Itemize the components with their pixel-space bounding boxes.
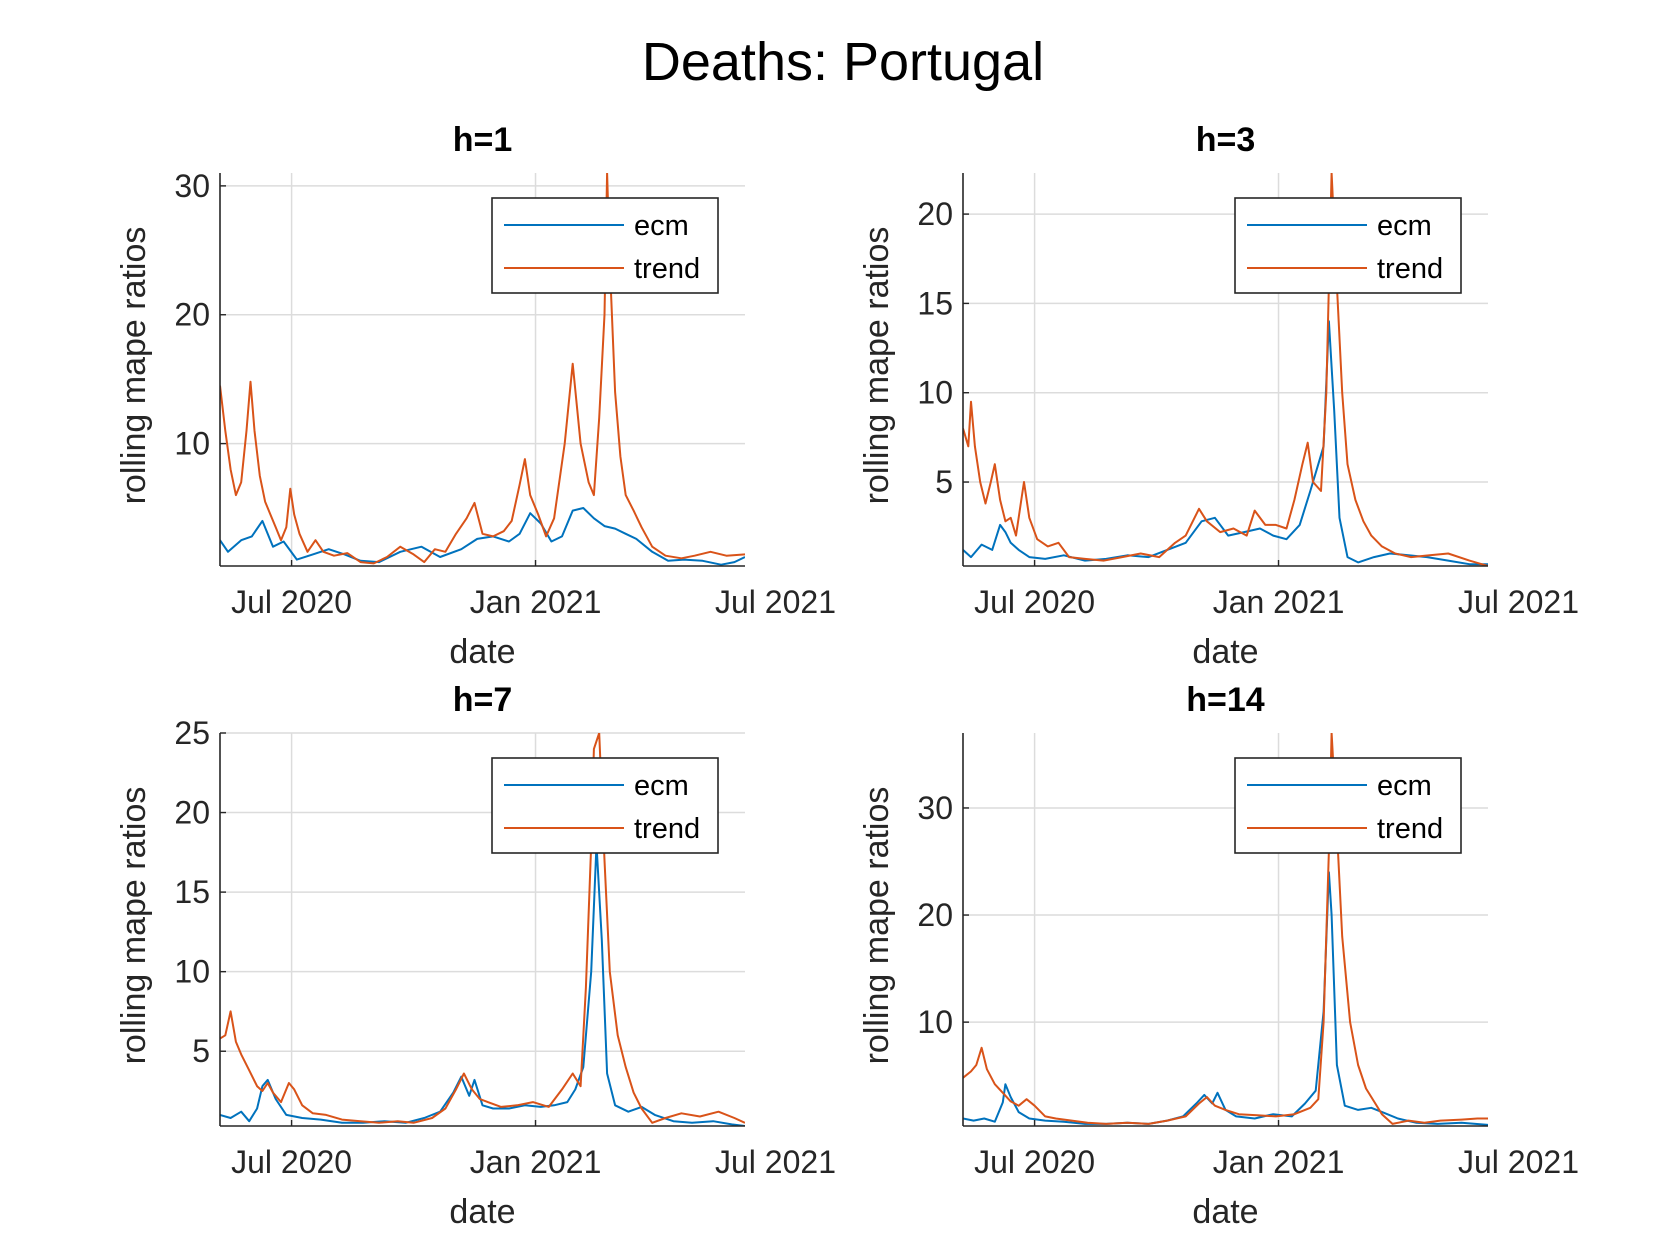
x-tick-label: Jan 2021 bbox=[1213, 584, 1345, 620]
y-tick-label: 5 bbox=[935, 464, 953, 500]
legend-label-trend: trend bbox=[1377, 253, 1443, 285]
series-line-trend bbox=[220, 173, 745, 565]
y-tick-label: 30 bbox=[917, 790, 953, 826]
x-tick-label: Jul 2020 bbox=[231, 1144, 352, 1180]
x-tick-label: Jan 2021 bbox=[470, 1144, 602, 1180]
y-tick-label: 10 bbox=[174, 426, 210, 462]
subplot-title: h=1 bbox=[453, 121, 513, 159]
legend-box bbox=[491, 757, 719, 854]
x-tick-label: Jul 2021 bbox=[715, 584, 836, 620]
x-axis-label: date bbox=[449, 1193, 515, 1231]
series-line-ecm bbox=[220, 507, 745, 566]
legend-box bbox=[1234, 757, 1462, 854]
x-tick-label: Jul 2020 bbox=[974, 584, 1095, 620]
legend-label-trend: trend bbox=[1377, 813, 1443, 845]
legend-label-ecm: ecm bbox=[1377, 770, 1432, 802]
x-tick-label: Jul 2020 bbox=[231, 584, 352, 620]
subplot-3: 5 10 15 20 25 Jul 2020 Jan 2021 Jul 2021 h=7 date… bbox=[115, 681, 836, 1231]
legend-label-ecm: ecm bbox=[1377, 210, 1432, 242]
series-line-trend bbox=[963, 173, 1488, 566]
x-axis-label: date bbox=[449, 633, 515, 671]
x-tick-label: Jul 2021 bbox=[1458, 584, 1579, 620]
legend: ecm trend bbox=[1234, 757, 1462, 854]
y-tick-label: 15 bbox=[174, 874, 210, 910]
subplot-4: 10 20 30 Jul 2020 Jan 2021 Jul 2021 h=14 date ro… bbox=[858, 681, 1579, 1231]
y-axis-label: rolling mape ratios bbox=[115, 787, 153, 1065]
y-tick-label: 10 bbox=[917, 375, 953, 411]
y-axis-label: rolling mape ratios bbox=[858, 787, 896, 1065]
subplot-1: 10 20 30 Jul 2020 Jan 2021 Jul 2021 h=1 date rol… bbox=[115, 121, 836, 671]
legend-label-trend: trend bbox=[634, 813, 700, 845]
x-axis-label: date bbox=[1192, 1193, 1258, 1231]
x-axis-label: date bbox=[1192, 633, 1258, 671]
legend-label-trend: trend bbox=[634, 253, 700, 285]
legend-box bbox=[1234, 197, 1462, 294]
x-tick-label: Jul 2021 bbox=[1458, 1144, 1579, 1180]
legend: ecm trend bbox=[491, 757, 719, 854]
legend-box bbox=[491, 197, 719, 294]
y-tick-label: 30 bbox=[174, 168, 210, 204]
y-axis-label: rolling mape ratios bbox=[858, 227, 896, 505]
x-tick-label: Jan 2021 bbox=[1213, 1144, 1345, 1180]
y-tick-label: 5 bbox=[192, 1033, 210, 1069]
y-tick-label: 15 bbox=[917, 285, 953, 321]
x-tick-label: Jan 2021 bbox=[470, 584, 602, 620]
legend: ecm trend bbox=[491, 197, 719, 294]
x-tick-label: Jul 2021 bbox=[715, 1144, 836, 1180]
legend-label-ecm: ecm bbox=[634, 210, 689, 242]
legend: ecm trend bbox=[1234, 197, 1462, 294]
series-line-ecm bbox=[963, 871, 1488, 1126]
subplots: 10 20 30 Jul 2020 Jan 2021 Jul 2021 h=1 date rol… bbox=[115, 121, 1579, 1231]
subplot-2: 5 10 15 20 Jul 2020 Jan 2021 Jul 2021 h=3 date ro… bbox=[858, 121, 1579, 671]
series-line-trend bbox=[963, 733, 1488, 1125]
y-tick-label: 20 bbox=[917, 897, 953, 933]
series-line-ecm bbox=[220, 843, 745, 1126]
y-tick-label: 20 bbox=[917, 196, 953, 232]
y-axis-label: rolling mape ratios bbox=[115, 227, 153, 505]
y-tick-label: 20 bbox=[174, 297, 210, 333]
series-line-trend bbox=[220, 733, 745, 1124]
series-line-ecm bbox=[963, 320, 1488, 566]
legend-label-ecm: ecm bbox=[634, 770, 689, 802]
y-tick-label: 10 bbox=[917, 1004, 953, 1040]
x-tick-label: Jul 2020 bbox=[974, 1144, 1095, 1180]
subplot-title: h=7 bbox=[453, 681, 513, 719]
y-tick-label: 20 bbox=[174, 795, 210, 831]
subplot-title: h=14 bbox=[1186, 681, 1265, 719]
y-tick-label: 10 bbox=[174, 954, 210, 990]
subplot-title: h=3 bbox=[1196, 121, 1256, 159]
figure-title: Deaths: Portugal bbox=[642, 32, 1044, 92]
y-tick-label: 25 bbox=[174, 715, 210, 751]
